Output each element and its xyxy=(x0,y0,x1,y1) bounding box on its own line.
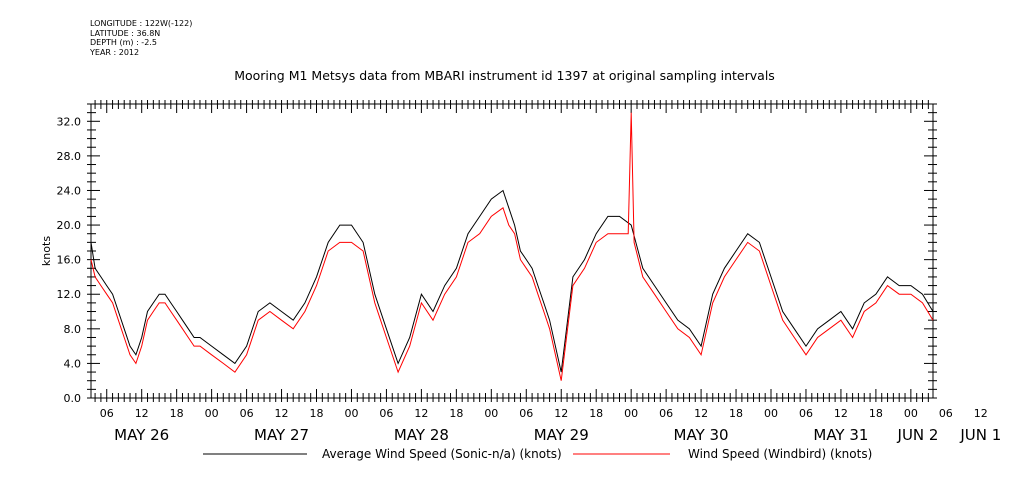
y-tick-label: 4.0 xyxy=(64,357,82,370)
legend-label: Average Wind Speed (Sonic-n/a) (knots) xyxy=(322,447,562,461)
metadata-block: LONGITUDE : 122W(-122) LATITUDE : 36.8N … xyxy=(90,19,192,57)
x-day-label: MAY 27 xyxy=(254,426,309,444)
y-tick-label: 0.0 xyxy=(64,392,82,405)
x-hour-label: 18 xyxy=(449,407,463,420)
x-hour-label: 00 xyxy=(344,407,358,420)
x-hour-label: 06 xyxy=(379,407,393,420)
x-hour-label: 06 xyxy=(100,407,114,420)
x-day-label: MAY 28 xyxy=(394,426,449,444)
series-line-windbird xyxy=(90,112,934,381)
y-axis-label: knots xyxy=(40,236,53,266)
x-hour-label: 12 xyxy=(414,407,428,420)
x-hour-label: 12 xyxy=(275,407,289,420)
x-day-label: JUN 1 xyxy=(959,426,1001,444)
y-tick-label: 28.0 xyxy=(57,150,82,163)
legend-label: Wind Speed (Windbird) (knots) xyxy=(688,447,872,461)
y-tick-label: 24.0 xyxy=(57,184,82,197)
x-day-label: MAY 29 xyxy=(534,426,589,444)
y-tick-label: 8.0 xyxy=(64,323,82,336)
x-hour-label: 00 xyxy=(624,407,638,420)
x-hour-label: 18 xyxy=(589,407,603,420)
y-tick-label: 32.0 xyxy=(57,115,82,128)
x-hour-label: 12 xyxy=(694,407,708,420)
x-hour-label: 00 xyxy=(484,407,498,420)
x-hour-label: 18 xyxy=(170,407,184,420)
x-day-label: MAY 30 xyxy=(674,426,729,444)
latitude-label: LATITUDE : 36.8N xyxy=(90,28,161,38)
x-day-label: MAY 31 xyxy=(813,426,868,444)
x-hour-label: 06 xyxy=(659,407,673,420)
longitude-label: LONGITUDE : 122W(-122) xyxy=(90,19,193,28)
x-hour-label: 12 xyxy=(974,407,988,420)
y-tick-label: 12.0 xyxy=(57,288,82,301)
depth-label: DEPTH (m) : -2.5 xyxy=(90,38,157,47)
series-line-sonic xyxy=(90,189,934,373)
x-hour-label: 06 xyxy=(799,407,813,420)
x-day-label: JUN 2 xyxy=(897,426,939,444)
y-tick-label: 20.0 xyxy=(57,219,82,232)
x-hour-label: 00 xyxy=(904,407,918,420)
x-hour-label: 18 xyxy=(310,407,324,420)
year-label: YEAR : 2012 xyxy=(90,47,140,57)
x-hour-label: 06 xyxy=(240,407,254,420)
x-hour-label: 06 xyxy=(519,407,533,420)
x-hour-label: 12 xyxy=(834,407,848,420)
x-hour-label: 18 xyxy=(869,407,883,420)
x-hour-label: 12 xyxy=(135,407,149,420)
chart-title: Mooring M1 Metsys data from MBARI instru… xyxy=(234,68,775,83)
x-hour-label: 00 xyxy=(764,407,778,420)
x-day-label: MAY 26 xyxy=(114,426,169,444)
x-hour-label: 06 xyxy=(939,407,953,420)
y-tick-label: 16.0 xyxy=(57,254,82,267)
x-hour-label: 18 xyxy=(729,407,743,420)
x-hour-label: 12 xyxy=(554,407,568,420)
x-hour-label: 00 xyxy=(205,407,219,420)
